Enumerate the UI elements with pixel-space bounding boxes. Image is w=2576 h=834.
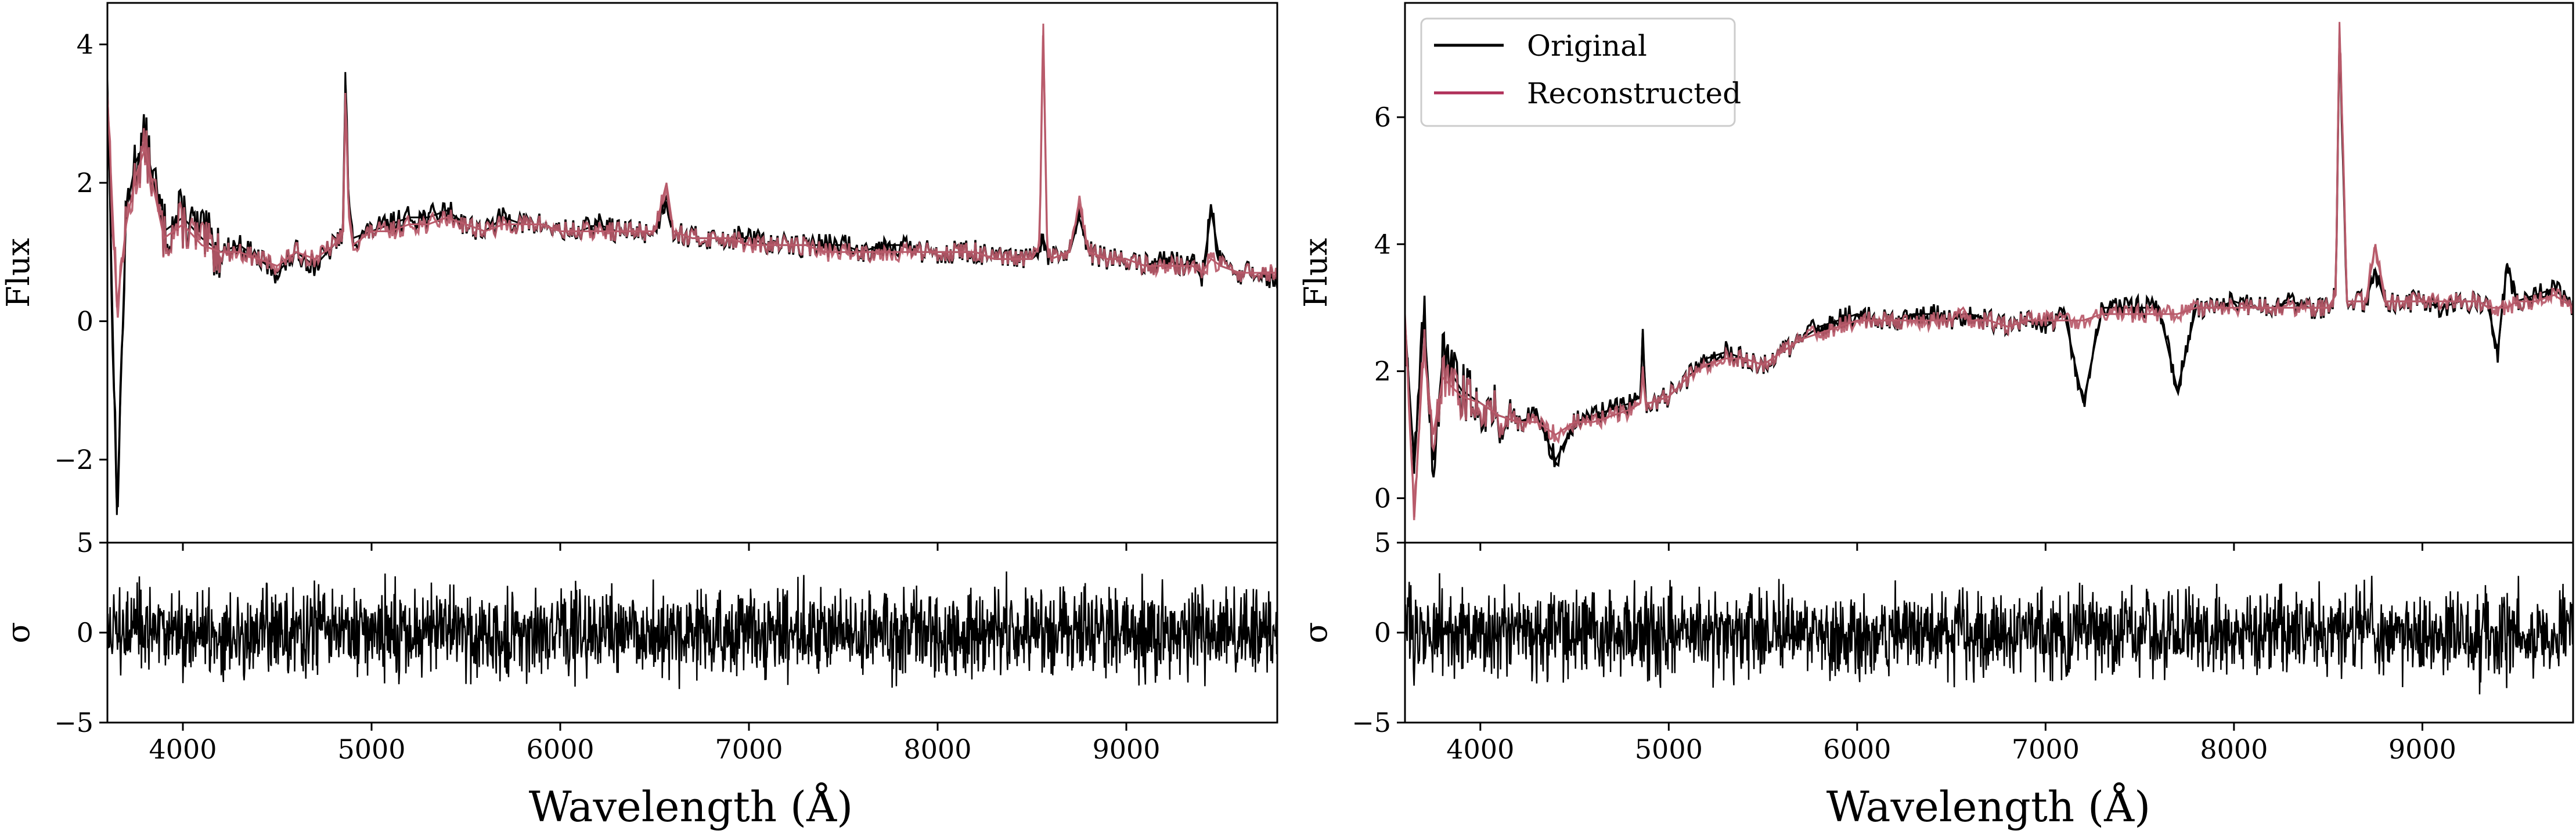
- x-tick-label: 4000: [149, 734, 217, 765]
- y-tick-label: 5: [77, 527, 93, 558]
- x-tick-label: 7000: [715, 734, 783, 765]
- axes-frame: [106, 541, 1278, 724]
- y-tick-label: 0: [77, 617, 93, 648]
- y-tick-label: 6: [1374, 102, 1391, 133]
- legend: Original Reconstructed: [1420, 17, 1741, 127]
- residual-line: [1405, 573, 2573, 695]
- x-tick-label: 8000: [903, 734, 971, 765]
- series-line-original: [107, 85, 1277, 507]
- residual-line: [107, 571, 1277, 689]
- y-tick-label: 5: [1374, 527, 1391, 558]
- y-tick-label: 0: [1374, 617, 1391, 648]
- y-axis-label: σ: [1298, 622, 1334, 644]
- legend-reconstructed-label: Reconstructed: [1527, 77, 1741, 110]
- legend-original-label: Original: [1527, 29, 1647, 63]
- x-tick-label: 4000: [1446, 734, 1514, 765]
- y-tick-label: 0: [77, 305, 93, 337]
- x-tick-label: 9000: [1092, 734, 1160, 765]
- axes-frame: [1404, 541, 2574, 724]
- x-tick-label: 5000: [1635, 734, 1703, 765]
- series-anchor-reconstructed: [1405, 21, 2573, 518]
- y-axis-label: σ: [0, 622, 37, 644]
- series-anchor-original: [107, 72, 1277, 515]
- axes-frame: [106, 2, 1278, 544]
- right-x-axis-label: Wavelength (Å): [1826, 782, 2150, 831]
- y-tick-label: 2: [77, 167, 93, 198]
- x-tick-label: 8000: [2200, 734, 2268, 765]
- y-tick-label: −5: [54, 707, 93, 738]
- y-axis-label: Flux: [1298, 238, 1334, 308]
- x-tick-label: 6000: [1823, 734, 1891, 765]
- series-line-reconstructed: [107, 35, 1277, 318]
- y-tick-label: −2: [54, 444, 93, 475]
- series-anchor-reconstructed: [107, 23, 1277, 308]
- left-x-axis-label: Wavelength (Å): [529, 782, 853, 831]
- left-residual-panel: 5 0 −5 4000 5000 6000 7000 8000 9000 σ: [0, 527, 1278, 765]
- y-axis-label: Flux: [0, 238, 37, 308]
- x-tick-label: 9000: [2388, 734, 2456, 765]
- y-tick-label: 0: [1374, 482, 1391, 514]
- right-residual-panel: 5 0 −5 4000 5000 6000 7000 8000 9000 σ: [1298, 527, 2574, 765]
- x-tick-label: 5000: [337, 734, 405, 765]
- y-tick-label: 2: [1374, 356, 1391, 387]
- y-tick-label: −5: [1352, 707, 1391, 738]
- y-tick-label: 4: [77, 29, 93, 60]
- left-flux-panel: 4 2 0 −2 Flux: [0, 2, 1278, 551]
- x-tick-label: 7000: [2012, 734, 2080, 765]
- x-tick-label: 6000: [526, 734, 594, 765]
- y-tick-label: 4: [1374, 229, 1391, 260]
